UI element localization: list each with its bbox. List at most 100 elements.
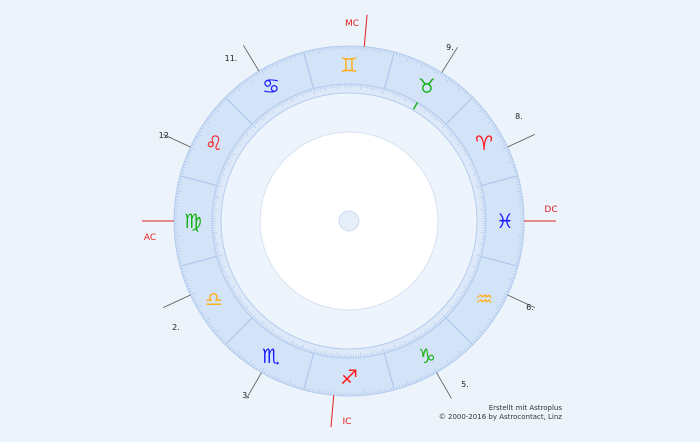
credit-line-1: Erstellt mit Astroplus	[488, 404, 562, 412]
degree-tick	[269, 374, 272, 378]
inner-degree-tick	[419, 104, 422, 108]
degree-tick	[318, 388, 320, 394]
inner-degree-tick	[455, 138, 459, 141]
inner-degree-tick	[324, 350, 327, 356]
inner-degree-tick	[480, 246, 484, 248]
degree-tick	[502, 146, 508, 150]
inner-degree-tick	[286, 98, 289, 102]
inner-degree-tick	[457, 140, 461, 143]
inner-degree-tick	[374, 86, 376, 90]
inner-degree-tick	[268, 329, 271, 333]
degree-tick	[236, 86, 240, 91]
capricorn-glyph: ♑	[418, 344, 436, 368]
degree-tick	[256, 366, 259, 370]
degree-tick	[515, 262, 519, 264]
degree-tick	[444, 363, 448, 367]
inner-degree-tick	[225, 279, 229, 282]
degree-tick	[484, 326, 488, 329]
axis-label-ic: IC	[343, 417, 352, 427]
sign-boundary	[303, 51, 315, 89]
inner-degree-tick	[462, 148, 466, 151]
inner-degree-tick	[232, 148, 236, 151]
degree-tick	[227, 344, 230, 348]
inner-degree-tick	[382, 348, 385, 354]
inner-degree-tick	[276, 104, 279, 108]
axis-label-dc: DC	[544, 205, 557, 215]
degree-tick	[502, 298, 506, 301]
degree-tick	[272, 375, 274, 379]
degree-tick	[253, 365, 256, 368]
degree-tick	[508, 160, 514, 164]
degree-tick	[263, 67, 266, 71]
inner-degree-tick	[231, 289, 235, 292]
inner-degree-tick	[445, 125, 448, 129]
degree-tick	[463, 348, 467, 352]
inner-degree-tick	[403, 95, 405, 99]
inner-degree-tick	[398, 93, 401, 97]
cancer-glyph: ♋	[262, 74, 280, 98]
inner-degree-tick	[216, 254, 222, 257]
inner-degree-tick	[250, 125, 253, 129]
inner-degree-tick	[315, 350, 317, 355]
inner-degree-tick	[409, 340, 412, 344]
inner-degree-tick	[239, 301, 243, 304]
inner-degree-tick	[278, 335, 281, 339]
inner-degree-tick	[258, 321, 262, 325]
inner-degree-tick	[290, 340, 294, 346]
house-label-11: 11.	[225, 54, 238, 63]
house-cusp-8	[507, 134, 535, 148]
inner-degree-tick	[403, 343, 405, 347]
inner-degree-tick	[457, 299, 461, 302]
degree-tick	[488, 318, 493, 322]
inner-degree-tick	[452, 305, 456, 308]
inner-degree-tick	[463, 289, 467, 292]
degree-tick	[187, 287, 191, 290]
inner-degree-tick	[404, 340, 408, 346]
degree-tick	[243, 358, 246, 361]
inner-degree-tick	[295, 344, 297, 348]
inner-degree-tick	[385, 89, 388, 93]
inner-degree-tick	[376, 352, 378, 356]
degree-tick	[258, 70, 261, 74]
leo-glyph: ♌	[205, 131, 223, 155]
inner-degree-tick	[320, 352, 322, 356]
degree-tick	[297, 385, 299, 389]
inner-degree-tick	[477, 257, 481, 260]
degree-tick	[399, 53, 401, 57]
degree-tick	[182, 166, 186, 169]
inner-degree-tick	[472, 167, 476, 169]
degree-tick	[517, 253, 521, 255]
degree-tick	[493, 125, 496, 128]
degree-tick	[190, 292, 196, 296]
inner-degree-tick	[313, 348, 316, 354]
axis-label-ac: AC	[144, 233, 156, 243]
degree-tick	[266, 66, 269, 70]
inner-degree-tick	[417, 103, 420, 107]
inner-degree-tick	[461, 146, 465, 149]
degree-tick	[384, 389, 386, 393]
degree-tick	[420, 62, 424, 68]
inner-degree-tick	[475, 176, 479, 178]
inner-degree-tick	[308, 89, 311, 93]
inner-degree-tick	[233, 146, 237, 149]
inner-degree-tick	[322, 86, 324, 90]
inner-degree-tick	[270, 328, 274, 334]
degree-tick	[309, 50, 311, 54]
degree-tick	[248, 360, 252, 365]
inner-degree-tick	[278, 103, 281, 107]
inner-degree-tick	[282, 101, 285, 104]
inner-degree-tick	[260, 321, 265, 327]
degree-tick	[446, 77, 450, 82]
degree-tick	[192, 141, 196, 144]
inner-degree-tick	[214, 194, 218, 196]
degree-tick	[494, 128, 498, 131]
degree-tick	[315, 389, 317, 393]
inner-degree-tick	[317, 351, 320, 355]
inner-degree-tick	[396, 345, 399, 350]
inner-degree-tick	[459, 295, 463, 298]
degree-tick	[261, 69, 265, 74]
degree-tick	[245, 359, 249, 363]
inner-degree-tick	[236, 296, 242, 300]
degree-tick	[203, 122, 207, 126]
inner-degree-tick	[243, 132, 249, 137]
